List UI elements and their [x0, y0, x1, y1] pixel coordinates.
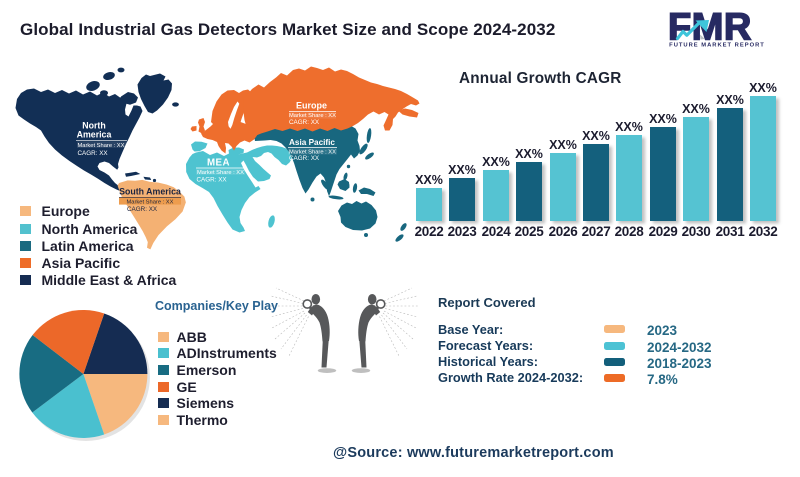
svg-text:CAGR: XX: CAGR: XX: [127, 206, 158, 213]
svg-text:Asia Pacific: Asia Pacific: [289, 138, 335, 147]
svg-text:Market Share : XX: Market Share : XX: [289, 113, 336, 119]
svg-text:South America: South America: [119, 187, 181, 197]
svg-text:Market Share : XX: Market Share : XX: [78, 143, 125, 149]
svg-text:MEA: MEA: [207, 157, 230, 168]
svg-text:North: North: [82, 121, 105, 131]
svg-text:Europe: Europe: [296, 100, 327, 110]
svg-text:CAGR: XX: CAGR: XX: [289, 155, 320, 162]
svg-text:Market Share : XX: Market Share : XX: [127, 199, 174, 205]
svg-text:CAGR: XX: CAGR: XX: [197, 176, 228, 183]
svg-text:FMR: FMR: [668, 7, 752, 49]
svg-text:Market Share : XX: Market Share : XX: [289, 149, 336, 155]
svg-text:Market Share : XX: Market Share : XX: [197, 170, 244, 176]
svg-text:CAGR: XX: CAGR: XX: [289, 119, 320, 126]
svg-text:CAGR: XX: CAGR: XX: [78, 150, 109, 157]
svg-text:America: America: [77, 129, 112, 139]
svg-text:FUTURE MARKET REPORT: FUTURE MARKET REPORT: [669, 42, 765, 48]
